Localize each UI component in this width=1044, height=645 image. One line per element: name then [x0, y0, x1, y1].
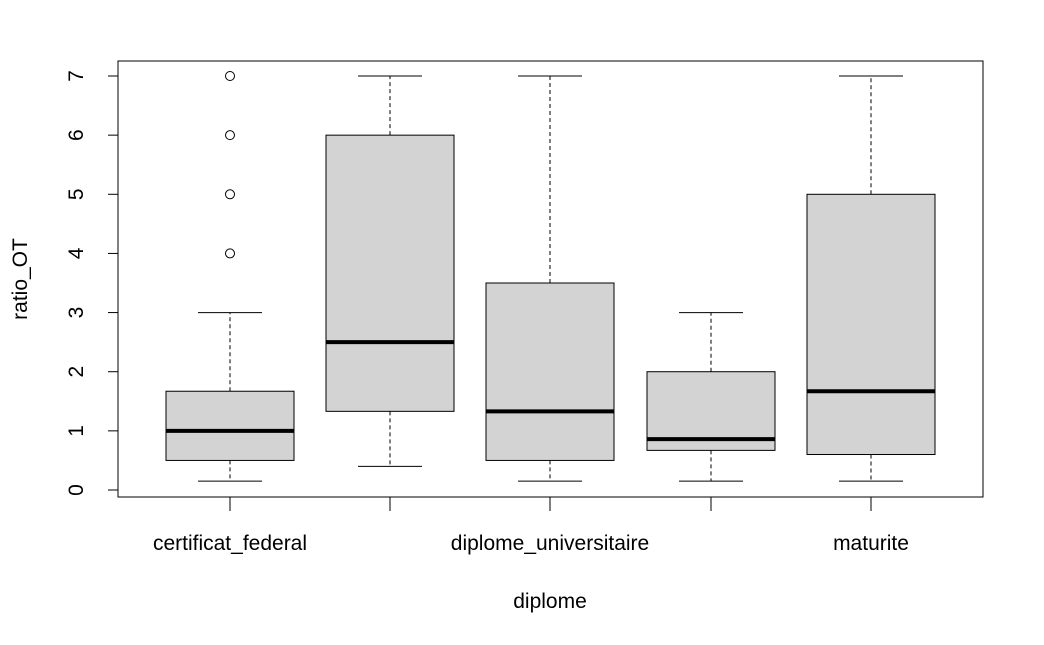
box-iqr	[325, 134, 455, 412]
outlier-point	[225, 130, 235, 141]
box-iqr	[165, 390, 295, 461]
x-axis: certificat_federal diplome_universitaire m…	[153, 496, 909, 555]
box-group	[806, 75, 936, 482]
outlier-point	[225, 248, 235, 259]
x-tick-label: maturite	[833, 532, 909, 555]
boxes	[165, 71, 936, 482]
outlier-point	[225, 71, 235, 81]
x-axis-label: diplome	[513, 590, 587, 613]
box-iqr	[806, 193, 936, 456]
y-tick-label: 7	[65, 70, 88, 82]
y-tick-label: 4	[65, 247, 88, 259]
outlier-point	[225, 189, 235, 200]
box-group	[325, 75, 455, 467]
y-axis: 0 1 2 3 4 5 6 7	[65, 70, 119, 496]
box-group	[165, 71, 295, 482]
y-tick-label: 0	[65, 484, 88, 496]
y-tick-label: 2	[65, 366, 88, 378]
y-axis-label: ratio_OT	[9, 238, 32, 320]
y-tick-label: 3	[65, 307, 88, 319]
y-tick-label: 6	[65, 129, 88, 141]
box-iqr	[485, 282, 615, 461]
y-tick-label: 5	[65, 188, 88, 200]
box-group	[485, 75, 615, 482]
y-tick-label: 1	[65, 425, 88, 437]
box-group	[646, 312, 776, 482]
x-tick-label: certificat_federal	[153, 532, 307, 555]
x-tick-label: diplome_universitaire	[451, 532, 649, 555]
